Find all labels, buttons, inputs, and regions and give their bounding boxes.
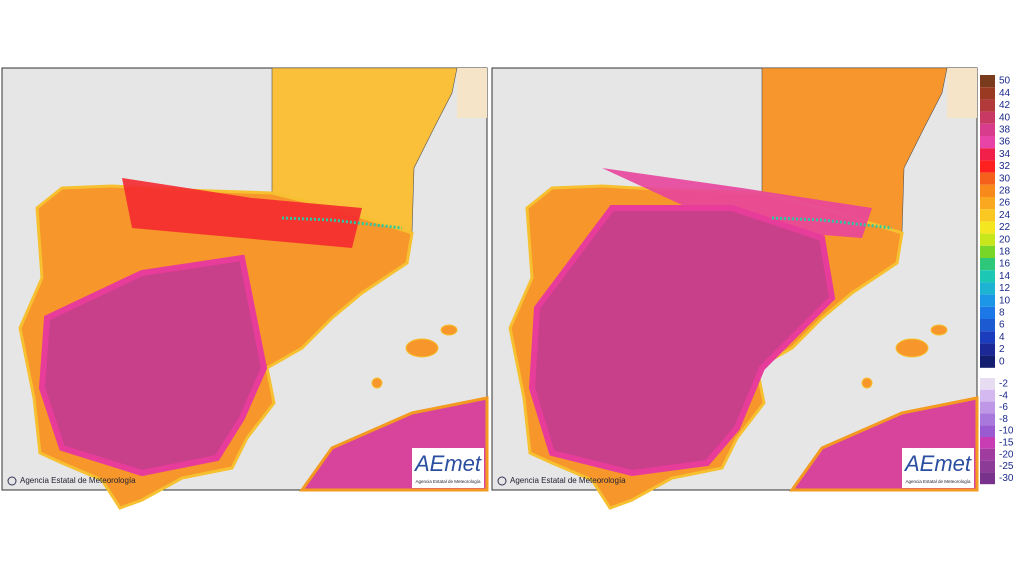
legend-swatch <box>980 401 995 414</box>
hot-north <box>122 178 362 248</box>
map-panel: Agencia Estatal de Meteorología AEmet Agen… <box>491 67 979 510</box>
legend-label: 22 <box>999 222 1011 233</box>
legend-swatch <box>980 319 995 332</box>
legend-swatch <box>980 343 995 356</box>
logo-box <box>412 448 484 488</box>
legend-label: 10 <box>999 295 1011 306</box>
legend-label: 24 <box>999 210 1011 221</box>
legend-label: 8 <box>999 308 1005 319</box>
legend-swatch <box>980 221 995 234</box>
copyright-icon <box>497 476 507 486</box>
legend-swatch <box>980 123 995 136</box>
legend-label: 12 <box>999 283 1011 294</box>
legend-swatch <box>980 331 995 344</box>
legend-swatch <box>980 136 995 149</box>
island <box>440 324 458 336</box>
pyrenees <box>771 216 893 230</box>
legend-swatch <box>980 111 995 124</box>
legend-swatch <box>980 258 995 271</box>
legend-label: -20 <box>999 449 1014 460</box>
island <box>930 324 948 336</box>
legend-label: 42 <box>999 100 1011 111</box>
legend-swatch <box>980 294 995 307</box>
legend-label: 14 <box>999 271 1011 282</box>
legend-swatch <box>980 448 995 461</box>
legend-swatch <box>980 160 995 173</box>
legend-swatch <box>980 233 995 246</box>
logo-subtitle: Agencia Estatal de Meteorología <box>415 479 481 484</box>
hot-core <box>38 254 268 477</box>
pyrenees <box>281 216 403 230</box>
legend-swatch <box>980 306 995 319</box>
legend-label: 38 <box>999 125 1011 136</box>
legend-label: -8 <box>999 414 1008 425</box>
legend-swatch <box>980 472 995 485</box>
legend-swatch <box>980 437 995 449</box>
copyright-icon <box>7 476 17 486</box>
legend-swatch <box>980 282 995 295</box>
legend-label: 2 <box>999 344 1005 355</box>
legend-label: -30 <box>999 473 1014 484</box>
legend-label: 20 <box>999 234 1011 245</box>
credit: Agencia Estatal de Meteorología <box>510 476 626 485</box>
credit: Agencia Estatal de Meteorología <box>20 476 136 485</box>
legend-label: -15 <box>999 438 1014 449</box>
logo: AEmet <box>903 451 972 476</box>
alps <box>947 68 977 118</box>
legend-swatch <box>980 460 995 473</box>
legend-label: 36 <box>999 137 1011 148</box>
legend-label: 18 <box>999 247 1011 258</box>
island <box>895 338 929 358</box>
logo-box <box>902 448 974 488</box>
legend-label: 0 <box>999 356 1005 367</box>
legend-label: 30 <box>999 173 1011 184</box>
legend-swatch <box>980 355 995 368</box>
legend-label: 4 <box>999 332 1005 343</box>
legend-swatch <box>980 197 995 210</box>
legend-label: 6 <box>999 320 1005 331</box>
hot-core <box>528 205 836 477</box>
island <box>371 377 383 389</box>
legend-label: -10 <box>999 426 1014 437</box>
legend-swatch <box>980 99 995 112</box>
legend-label: 26 <box>999 198 1011 209</box>
legend-label: -4 <box>999 390 1008 401</box>
legend-label: -6 <box>999 402 1008 413</box>
legend-label: 50 <box>999 76 1011 87</box>
legend-swatch <box>980 245 995 258</box>
island <box>861 377 873 389</box>
legend-swatch <box>980 209 995 222</box>
map-panel: Agencia Estatal de Meteorología AEmet Agen… <box>1 67 489 510</box>
legend-swatch <box>980 413 995 426</box>
logo-subtitle: Agencia Estatal de Meteorología <box>905 479 971 484</box>
legend-swatch <box>980 87 995 100</box>
legend-swatch <box>980 389 995 402</box>
legend-label: 32 <box>999 161 1011 172</box>
legend-swatch <box>980 75 995 88</box>
legend-swatch <box>980 172 995 185</box>
logo: AEmet <box>413 451 482 476</box>
legend-label: 34 <box>999 149 1011 160</box>
legend-label: 40 <box>999 112 1011 123</box>
legend-swatch <box>980 184 995 197</box>
island <box>405 338 439 358</box>
legend-label: -25 <box>999 461 1014 472</box>
legend-label: 28 <box>999 186 1011 197</box>
legend-label: 16 <box>999 259 1011 270</box>
legend-swatch <box>980 425 995 437</box>
legend-swatch <box>980 270 995 283</box>
legend-label: 44 <box>999 88 1011 99</box>
legend: 5044424038363432302826242220181614121086… <box>980 75 1014 485</box>
legend-swatch <box>980 378 995 390</box>
alps <box>457 68 487 118</box>
legend-label: -2 <box>999 379 1008 390</box>
legend-swatch <box>980 148 995 161</box>
